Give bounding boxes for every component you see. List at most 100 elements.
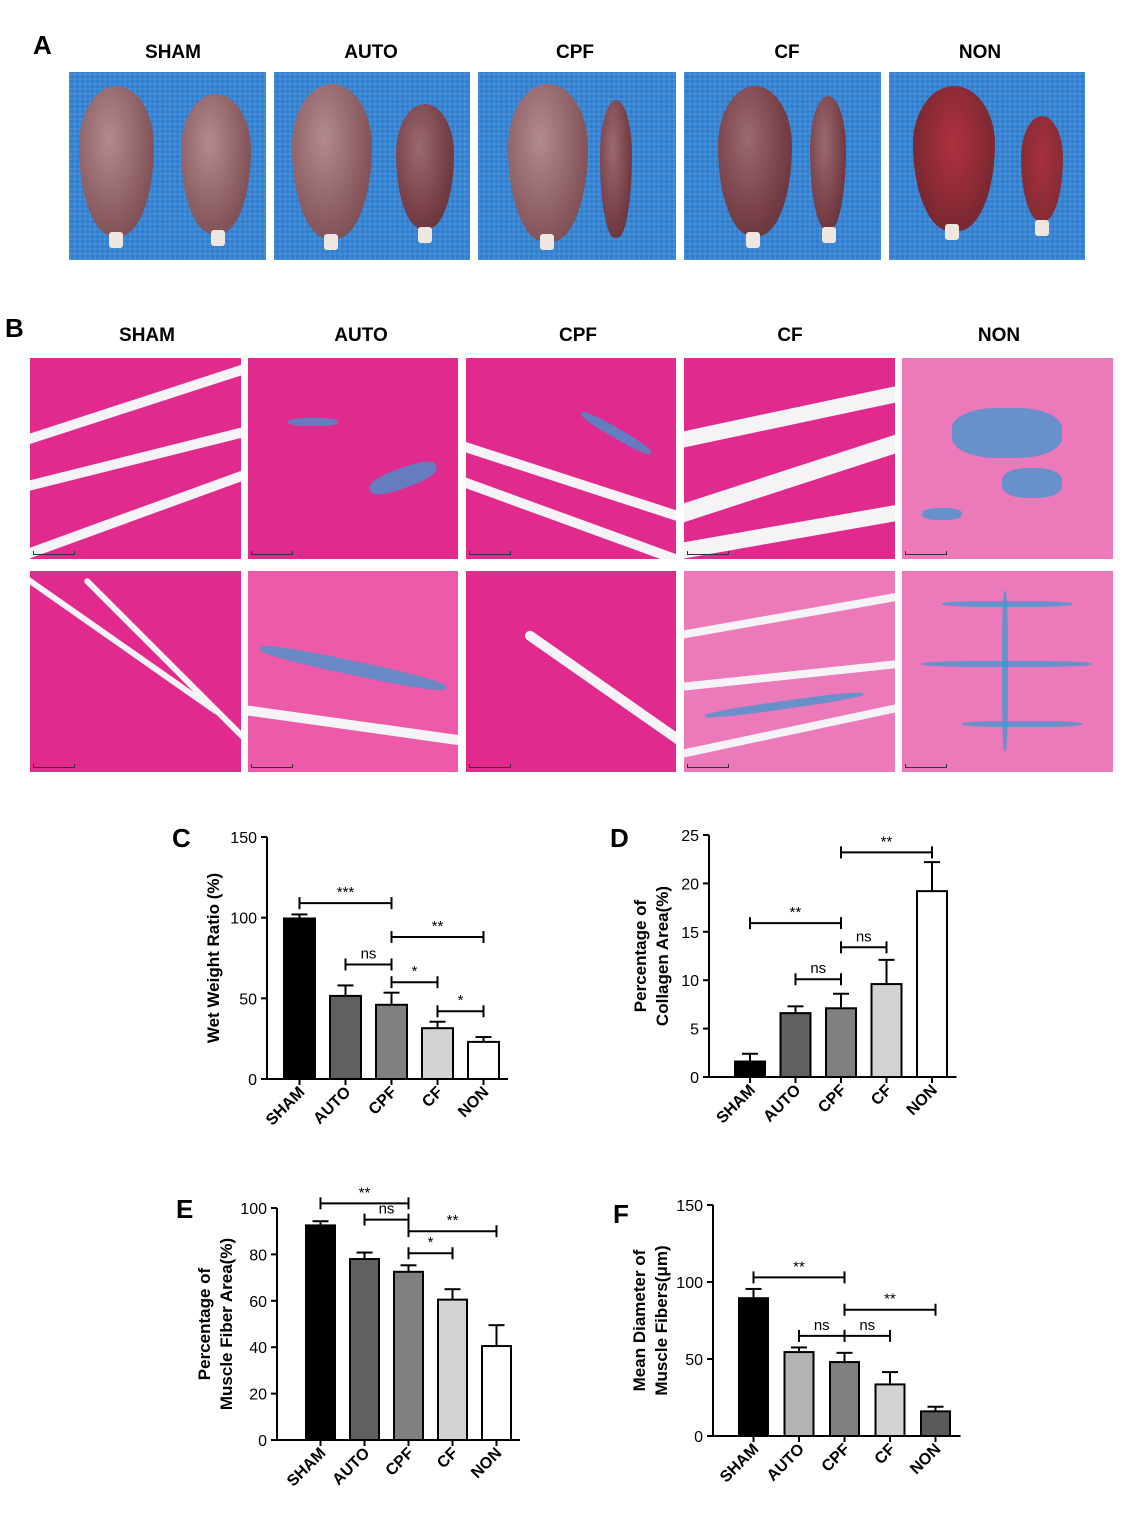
y-tick-label-e: 60 [249,1294,267,1311]
bar-c-cpf [375,1003,408,1081]
y-tick-label-f: 0 [694,1429,703,1446]
bar-c-auto [329,994,362,1080]
y-tick-label-e: 40 [249,1340,267,1357]
x-tick-label-d-cpf: CPF [815,1082,850,1117]
panel-b-label-sham: SHAM [119,325,175,346]
y-tick-label-c: 100 [230,911,257,928]
histology-sham-high [30,571,241,772]
y-tick-label-e: 20 [249,1387,267,1404]
y-tick-label-c: 50 [239,991,257,1008]
x-tick-label-e-non: NON [468,1445,505,1482]
x-tick-label-c-cf: CF [419,1084,446,1111]
bar-d-sham [734,1060,766,1078]
y-tick-label-d: 5 [690,1022,699,1039]
x-tick-label-e-cf: CF [434,1445,461,1472]
x-tick-label-d-cf: CF [868,1082,895,1109]
sig-label-f-2: ns [814,1317,830,1334]
y-tick-label-d: 25 [681,828,699,845]
x-tick-label-c-sham: SHAM [263,1084,308,1129]
y-tick-label-e: 100 [240,1201,267,1218]
bar-c-sham [283,917,316,1080]
muscle-photo-sham [69,72,266,260]
sig-label-f-1: ** [884,1291,896,1308]
histology-non-low [902,358,1113,559]
y-tick-label-d: 15 [681,925,699,942]
panel-letter-e: E [176,1194,193,1224]
bar-e-non [481,1345,512,1442]
y-tick-label-e: 0 [258,1433,267,1450]
y-tick-label-d: 0 [690,1070,699,1087]
histology-sham-low [30,358,241,559]
histology-cf-low [684,358,895,559]
sig-label-d-3: ** [881,833,893,850]
bar-e-cf [437,1298,468,1442]
histology-cf-high [684,571,895,772]
bar-d-auto [779,1012,812,1078]
y-tick-label-d: 10 [681,973,699,990]
bar-c-non [467,1040,500,1080]
bar-f-cpf [829,1361,860,1437]
panel-letter-f: F [613,1199,629,1229]
histology-auto-low [248,358,458,559]
panel-a-label-cpf: CPF [556,42,594,63]
y-axis-label-f-line1: Mean Diameter of [630,1249,649,1391]
muscle-photo-cf [684,72,881,260]
panel-b-label-cpf: CPF [559,325,597,346]
bar-c-cf [421,1027,454,1081]
x-tick-label-f-sham: SHAM [717,1441,762,1486]
panel-b-label-auto: AUTO [334,325,388,346]
histology-cpf-low [466,358,676,559]
sig-label-c-4: * [458,992,464,1009]
y-tick-label-c: 0 [248,1072,257,1089]
y-axis-label-f-line2: Muscle Fibers(μm) [652,1245,671,1395]
x-tick-label-c-non: NON [455,1084,492,1121]
x-tick-label-e-auto: AUTO [329,1445,373,1489]
bar-f-sham [738,1297,769,1438]
panel-letter-c: C [172,823,191,853]
sig-label-d-1: ns [810,960,826,977]
y-tick-label-f: 100 [676,1275,703,1292]
sig-label-d-0: ** [790,904,802,921]
panel-letter-d: D [610,823,629,853]
sig-label-c-2: ** [432,918,444,935]
y-axis-label-d-line1: Percentage of [631,899,650,1012]
x-tick-label-e-cpf: CPF [383,1445,418,1480]
sig-label-c-3: * [412,963,418,980]
sig-label-c-0: *** [337,884,355,901]
sig-label-e-2: ** [447,1212,459,1229]
panel-a-label-cf: CF [774,42,800,63]
bar-e-cpf [393,1270,424,1442]
panel-b-label-non: NON [977,325,1021,346]
panel-letter-a: A [33,30,52,60]
x-tick-label-c-cpf: CPF [366,1084,401,1119]
x-tick-label-f-cpf: CPF [819,1441,854,1476]
y-tick-label-c: 150 [230,830,257,847]
sig-label-c-1: ns [361,945,377,962]
panel-letter-b: B [5,313,24,343]
sig-label-f-0: ** [793,1258,805,1275]
y-tick-label-f: 50 [685,1352,703,1369]
x-tick-label-d-non: NON [904,1082,941,1119]
panel-a-label-auto: AUTO [344,42,398,63]
bar-e-sham [305,1224,336,1442]
bar-d-non [916,890,948,1078]
histology-auto-high [248,571,458,772]
panel-b-label-cf: CF [777,325,803,346]
muscle-photo-auto [274,72,470,260]
bar-e-auto [349,1258,380,1442]
x-tick-label-d-auto: AUTO [760,1082,804,1126]
y-axis-label-e-line1: Percentage of [195,1267,214,1380]
panel-a-label-non: NON [958,42,1002,63]
x-tick-label-f-auto: AUTO [764,1441,808,1485]
histology-non-high [902,571,1113,772]
histology-cpf-high [466,571,676,772]
muscle-photo-non [889,72,1085,260]
x-tick-label-f-non: NON [907,1441,944,1478]
sig-label-d-2: ns [856,928,872,945]
bar-f-auto [783,1351,815,1437]
bar-d-cf [870,983,903,1079]
bar-f-cf [874,1383,906,1438]
y-axis-label-e-line2: Muscle Fiber Area(%) [217,1238,236,1410]
y-tick-label-f: 150 [676,1198,703,1215]
panel-a-label-sham: SHAM [145,42,201,63]
